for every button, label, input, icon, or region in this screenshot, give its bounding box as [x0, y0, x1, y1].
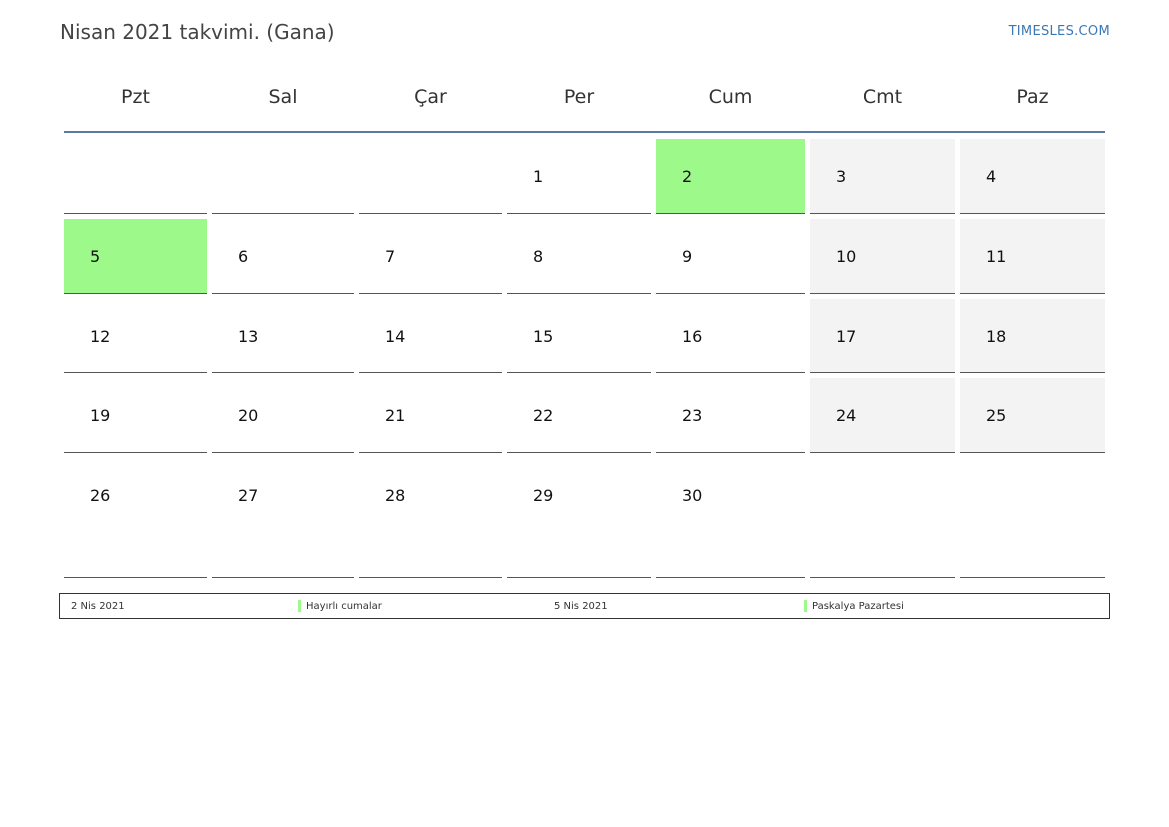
- legend-holiday-name: Hayırlı cumalar: [306, 601, 382, 612]
- day-number: 18: [986, 327, 1007, 346]
- page-title: Nisan 2021 takvimi. (Gana): [60, 20, 335, 44]
- day-cell: 13: [212, 299, 354, 373]
- day-cell: 28: [359, 458, 502, 578]
- day-number: 29: [533, 486, 554, 505]
- day-number: 6: [238, 247, 249, 266]
- header-divider: [64, 131, 1105, 133]
- day-cell: 14: [359, 299, 502, 373]
- weekday-label: Per: [563, 86, 595, 108]
- day-cell: [64, 139, 207, 214]
- day-cell: 7: [359, 219, 502, 294]
- day-cell: 6: [212, 219, 354, 294]
- day-cell: 29: [507, 458, 651, 578]
- day-number: 21: [385, 406, 406, 425]
- day-cell: [212, 139, 354, 214]
- day-number: 17: [836, 327, 857, 346]
- day-cell: [960, 458, 1105, 578]
- day-cell: 20: [212, 378, 354, 453]
- day-cell: 5: [64, 219, 207, 294]
- weekday-label: Cmt: [862, 86, 903, 108]
- day-cell: 9: [656, 219, 805, 294]
- legend-date: 5 Nis 2021: [554, 601, 608, 612]
- day-cell: 12: [64, 299, 207, 373]
- weekday-label: Çar: [414, 86, 447, 108]
- day-number: 28: [385, 486, 406, 505]
- day-number: 1: [533, 167, 544, 186]
- day-cell: 22: [507, 378, 651, 453]
- weekday-label: Sal: [268, 86, 298, 108]
- day-number: 13: [238, 327, 259, 346]
- day-number: 10: [836, 247, 857, 266]
- day-number: 15: [533, 327, 554, 346]
- day-cell: 10: [810, 219, 955, 294]
- day-number: 2: [682, 167, 693, 186]
- day-cell: 27: [212, 458, 354, 578]
- day-number: 9: [682, 247, 693, 266]
- day-number: 3: [836, 167, 847, 186]
- day-number: 30: [682, 486, 703, 505]
- day-cell: 26: [64, 458, 207, 578]
- day-cell: 3: [810, 139, 955, 214]
- day-cell: 2: [656, 139, 805, 214]
- day-cell: 23: [656, 378, 805, 453]
- day-cell: 15: [507, 299, 651, 373]
- day-number: 20: [238, 406, 259, 425]
- day-cell: 16: [656, 299, 805, 373]
- holiday-legend: 2 Nis 2021 Hayırlı cumalar 5 Nis 2021 Pa…: [59, 593, 1110, 619]
- legend-holiday-name: Paskalya Pazartesi: [812, 601, 904, 612]
- day-cell: 4: [960, 139, 1105, 214]
- day-cell: 21: [359, 378, 502, 453]
- weekday-label: Cum: [708, 86, 753, 108]
- day-cell: 11: [960, 219, 1105, 294]
- day-cell: 25: [960, 378, 1105, 453]
- day-number: 26: [90, 486, 111, 505]
- weekday-label: Pzt: [121, 86, 150, 108]
- day-cell: 1: [507, 139, 651, 214]
- day-number: 14: [385, 327, 406, 346]
- day-number: 11: [986, 247, 1007, 266]
- day-cell: 8: [507, 219, 651, 294]
- legend-color-marker: [298, 600, 301, 612]
- day-cell: 17: [810, 299, 955, 373]
- day-cell: [810, 458, 955, 578]
- weekday-label: Paz: [1016, 86, 1049, 108]
- day-cell: [359, 139, 502, 214]
- day-number: 7: [385, 247, 396, 266]
- day-number: 12: [90, 327, 111, 346]
- day-number: 22: [533, 406, 554, 425]
- day-number: 27: [238, 486, 259, 505]
- legend-date: 2 Nis 2021: [71, 601, 125, 612]
- day-cell: 30: [656, 458, 805, 578]
- brand-link[interactable]: TIMESLES.COM: [1008, 24, 1110, 39]
- day-number: 16: [682, 327, 703, 346]
- legend-color-marker: [804, 600, 807, 612]
- day-number: 24: [836, 406, 857, 425]
- day-number: 23: [682, 406, 703, 425]
- day-number: 8: [533, 247, 544, 266]
- day-number: 19: [90, 406, 111, 425]
- day-cell: 19: [64, 378, 207, 453]
- day-cell: 18: [960, 299, 1105, 373]
- day-number: 25: [986, 406, 1007, 425]
- day-cell: 24: [810, 378, 955, 453]
- day-number: 5: [90, 247, 101, 266]
- day-number: 4: [986, 167, 997, 186]
